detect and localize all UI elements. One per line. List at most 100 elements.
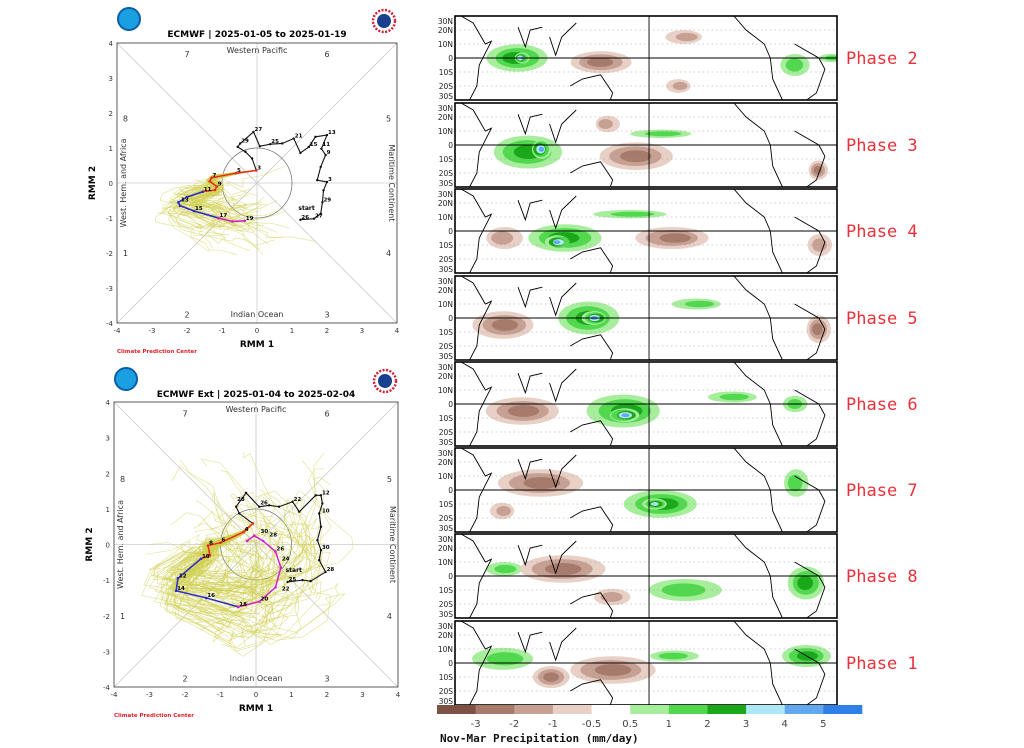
- latitude-label: 10N: [438, 40, 453, 49]
- coastline: [549, 109, 577, 144]
- observed-point: [252, 130, 255, 134]
- latitude-label: 0: [448, 314, 453, 323]
- latitude-label: 0: [448, 227, 453, 236]
- coastline: [794, 648, 826, 705]
- region-label-right: Maritime Continent: [387, 144, 396, 221]
- latitude-label: 10S: [439, 155, 454, 164]
- latitude-label: 10N: [438, 300, 453, 309]
- dry-anomaly: [544, 563, 582, 575]
- coastline: [733, 534, 783, 618]
- point-label: 30: [322, 545, 330, 551]
- x-tick-label: 1: [289, 691, 293, 699]
- map-content: [455, 621, 837, 705]
- plot-frame: [113, 401, 399, 688]
- latitude-label: 20S: [439, 169, 454, 178]
- point-label: 9: [327, 150, 331, 156]
- phase-number: 1: [120, 612, 125, 621]
- forecast-point: [219, 541, 222, 545]
- observed-point: [307, 145, 310, 149]
- phase-label: Phase 8: [846, 567, 918, 587]
- map-frame: [454, 188, 838, 274]
- latitude-label: 10S: [439, 586, 454, 595]
- coastline: [460, 16, 493, 100]
- point-label: 20: [261, 597, 269, 603]
- forecast-point: [274, 550, 277, 553]
- coastline: [460, 534, 493, 618]
- latitude-label: 0: [448, 659, 453, 668]
- region-label-bottom: Indian Ocean: [231, 310, 284, 319]
- map-content: [455, 189, 837, 273]
- observed-point: [299, 218, 302, 221]
- coastline: [794, 216, 826, 273]
- observed-point: [324, 570, 327, 574]
- x-tick-label: 1: [290, 327, 294, 335]
- phase-number: 7: [182, 409, 187, 418]
- observed-point: [257, 505, 261, 508]
- x-tick-label: -3: [146, 691, 153, 699]
- forecast-point: [251, 522, 255, 525]
- coastline: [517, 544, 543, 567]
- observed-point: [319, 549, 323, 552]
- chart-title: ECMWF Ext | 2025-01-04 to 2025-02-04: [157, 390, 356, 400]
- y-tick-label: 4: [106, 399, 111, 407]
- latitude-label: 20N: [438, 458, 453, 467]
- forecast-point: [242, 530, 245, 534]
- ensemble-member-line: [165, 523, 300, 628]
- dry-anomaly: [496, 506, 511, 516]
- region-label-top: Western Pacific: [227, 46, 288, 55]
- latitude-label: 20N: [438, 199, 453, 208]
- latitude-label: 30S: [439, 92, 454, 101]
- forecast-point: [208, 179, 212, 183]
- observed-point: [325, 133, 329, 137]
- colorbar-swatch: [475, 705, 515, 714]
- latitude-label: 20S: [439, 82, 454, 91]
- coastline: [517, 372, 543, 395]
- dry-anomaly: [675, 32, 698, 42]
- y-tick-label: 2: [106, 470, 110, 478]
- point-label: 3: [328, 177, 332, 183]
- coastline: [517, 631, 543, 654]
- point-label: 25: [289, 577, 297, 583]
- point-label: 6: [222, 538, 226, 544]
- latitude-label: 10S: [439, 500, 454, 509]
- latitude-label: 20S: [439, 600, 454, 609]
- coastline: [460, 621, 493, 705]
- coastline: [460, 448, 493, 532]
- coastline: [549, 282, 577, 317]
- latitude-label: 30N: [438, 104, 453, 113]
- observed-point: [299, 151, 302, 155]
- latitude-label: 30N: [438, 449, 453, 458]
- observed-point: [238, 512, 241, 515]
- forecast-point: [252, 534, 256, 537]
- coastline: [733, 276, 783, 360]
- latitude-label: 20N: [438, 286, 453, 295]
- latitude-label: 0: [448, 400, 453, 409]
- observed-point: [244, 150, 247, 154]
- observed-point: [320, 147, 323, 150]
- colorbar-tick-label: 2: [704, 719, 710, 730]
- x-tick-label: -1: [217, 691, 224, 699]
- y-tick-label: -1: [106, 215, 113, 223]
- phase-number: 8: [123, 115, 128, 124]
- x-tick-label: 3: [360, 691, 364, 699]
- point-label: 13: [181, 197, 189, 203]
- dry-anomaly: [659, 233, 691, 243]
- x-tick-label: -1: [219, 327, 226, 335]
- forecast-point: [192, 209, 196, 213]
- coastline: [733, 621, 783, 705]
- observed-point: [325, 180, 329, 184]
- y-tick-label: 3: [106, 435, 110, 443]
- point-label: 27: [315, 214, 323, 220]
- point-label: 4: [245, 527, 249, 533]
- map-frame: [454, 275, 838, 361]
- map-frame: [454, 361, 838, 447]
- point-label: 27: [255, 127, 263, 133]
- point-label: 26: [260, 500, 268, 506]
- dry-anomaly: [598, 119, 613, 129]
- point-label: 22: [282, 586, 290, 592]
- latitude-label: 30S: [439, 524, 454, 533]
- latitude-label: 30N: [438, 622, 453, 631]
- wet-anomaly: [658, 652, 688, 660]
